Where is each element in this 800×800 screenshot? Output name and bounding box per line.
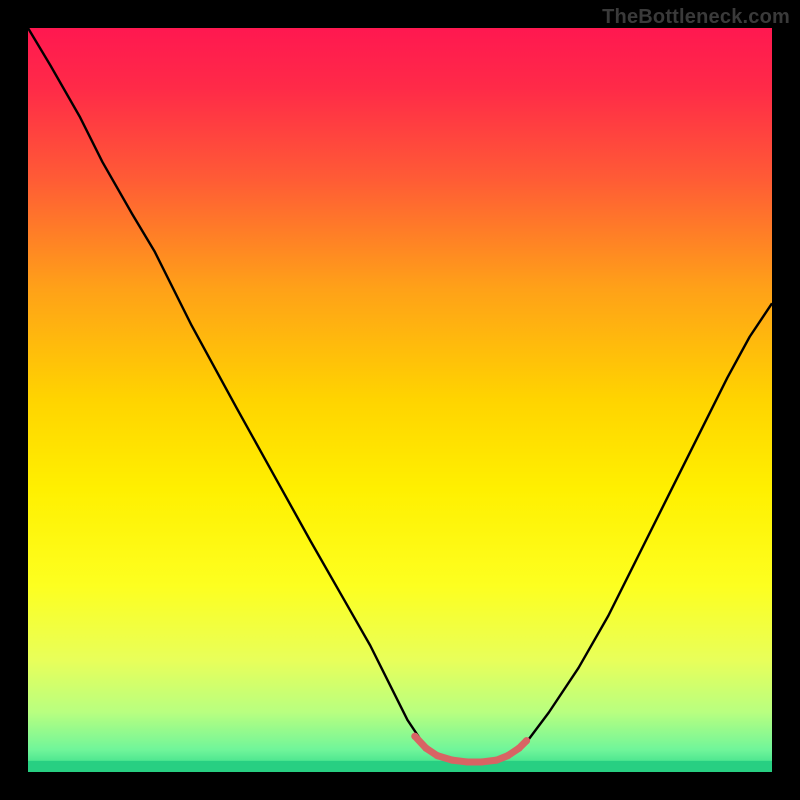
highlight-dot <box>478 758 485 765</box>
highlight-dot <box>493 757 500 764</box>
plot-area <box>28 28 772 772</box>
highlight-dot <box>411 733 418 740</box>
highlight-dot <box>515 745 522 752</box>
highlight-dot <box>448 757 455 764</box>
highlight-dot <box>504 752 511 759</box>
highlight-dot <box>434 752 441 759</box>
chart-svg <box>28 28 772 772</box>
highlight-dot <box>422 745 429 752</box>
bottom-band <box>28 761 772 772</box>
watermark-text: TheBottleneck.com <box>602 6 790 29</box>
gradient-background <box>28 28 772 772</box>
highlight-dot <box>523 737 530 744</box>
chart-frame: TheBottleneck.com <box>0 0 800 800</box>
highlight-dot <box>463 758 470 765</box>
